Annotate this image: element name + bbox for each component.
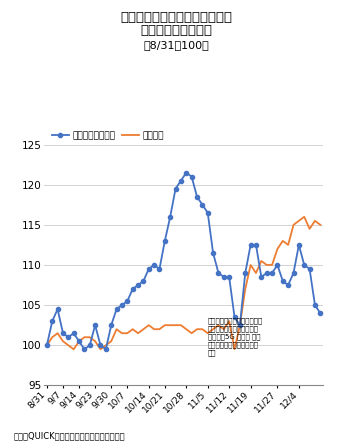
Text: 相対パフォーマンス: 相対パフォーマンス xyxy=(141,24,213,37)
Text: ワクチン普及に伴う経済正常
化期待等を背景にバリュー
優位も、5G やデジ 刻化
といったテーマは不変と考
える: ワクチン普及に伴う経済正常 化期待等を背景にバリュー 優位も、5G やデジ 刻化… xyxy=(208,317,263,356)
Text: （8/31＝100）: （8/31＝100） xyxy=(144,40,210,50)
Text: 出所：QUICKのデータをもとに東洋証券作成: 出所：QUICKのデータをもとに東洋証券作成 xyxy=(14,432,125,441)
Legend: 東証マザーズ指数, 日経平均: 東証マザーズ指数, 日経平均 xyxy=(49,128,167,144)
Text: 日経平均と東証マザーズ指数の: 日経平均と東証マザーズ指数の xyxy=(121,11,233,24)
